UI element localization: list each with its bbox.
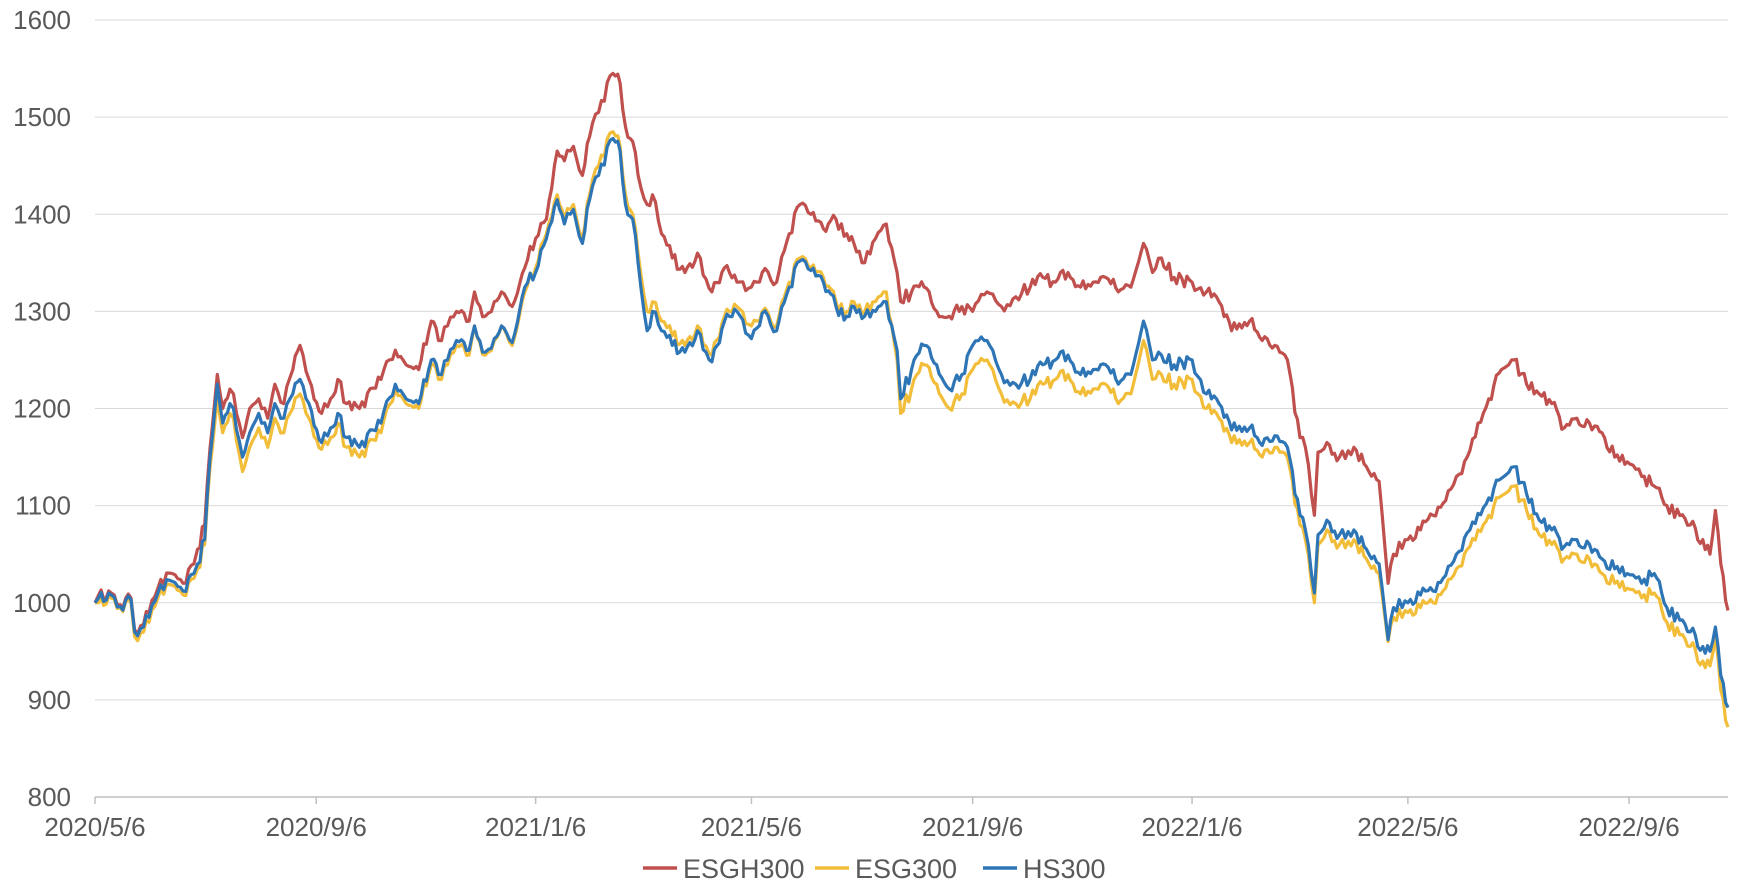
- x-tick-label: 2020/5/6: [44, 812, 145, 842]
- series-line-esgh300: [93, 71, 1730, 636]
- x-tick-label: 2021/9/6: [922, 812, 1023, 842]
- y-tick-label: 1000: [13, 588, 71, 618]
- y-tick-label: 900: [28, 685, 71, 715]
- x-tick-label: 2021/1/6: [485, 812, 586, 842]
- y-axis: 800 900 1000 1100 1200 1300 1400 1500 1600: [13, 5, 71, 812]
- y-tick-label: 1300: [13, 296, 71, 326]
- y-tick-label: 1400: [13, 199, 71, 229]
- x-tick-label: 2020/9/6: [266, 812, 367, 842]
- y-tick-label: 1100: [15, 491, 71, 521]
- series-line-hs300: [93, 136, 1730, 709]
- y-tick-label: 1500: [13, 102, 71, 132]
- legend: ESGH300 ESG300 HS300: [643, 854, 1106, 884]
- y-tick-label: 1200: [13, 394, 71, 424]
- x-axis: 2020/5/6 2020/9/6 2021/1/6 2021/5/6 2021/9/6…: [44, 796, 1728, 842]
- legend-label-esg300: ESG300: [855, 854, 957, 884]
- y-tick-label: 1600: [13, 5, 71, 35]
- series-line-esg300: [95, 130, 1730, 728]
- x-tick-label: 2022/1/6: [1141, 812, 1242, 842]
- gridlines: [95, 19, 1728, 701]
- x-tick-label: 2022/5/6: [1357, 812, 1458, 842]
- series-lines: [93, 71, 1730, 728]
- legend-label-esgh300: ESGH300: [683, 854, 805, 884]
- y-tick-label: 800: [28, 782, 71, 812]
- x-tick-label: 2022/9/6: [1578, 812, 1679, 842]
- x-tick-label: 2021/5/6: [701, 812, 802, 842]
- legend-label-hs300: HS300: [1023, 854, 1106, 884]
